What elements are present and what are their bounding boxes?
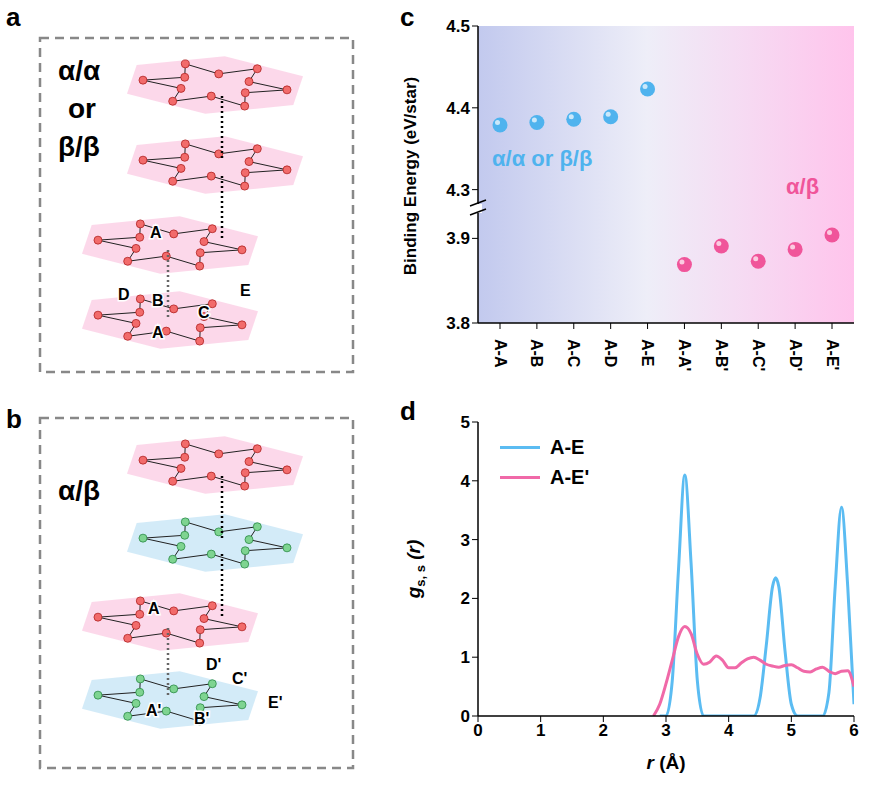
svg-text:A-C: A-C — [565, 339, 582, 368]
svg-text:2: 2 — [599, 721, 608, 740]
svg-text:C': C' — [232, 670, 247, 687]
svg-text:A-A: A-A — [492, 339, 509, 368]
svg-text:D': D' — [206, 656, 221, 673]
svg-text:4: 4 — [724, 721, 734, 740]
html-text:r (Å): r (Å) — [646, 752, 686, 773]
svg-text:A': A' — [146, 702, 161, 719]
svg-text:4: 4 — [461, 472, 471, 491]
html-text:A-E: A-E — [550, 435, 585, 458]
html-text:d: d — [400, 396, 416, 426]
svg-text:A-D: A-D — [602, 339, 619, 367]
svg-text:4.4: 4.4 — [446, 99, 470, 118]
svg-text:Binding Energy (eV/star): Binding Energy (eV/star) — [401, 77, 420, 275]
svg-text:or: or — [68, 93, 96, 124]
svg-text:5: 5 — [461, 413, 470, 432]
svg-text:A: A — [152, 324, 164, 341]
html-text:A-E': A-E' — [550, 465, 590, 488]
svg-text:3: 3 — [461, 531, 470, 550]
svg-text:6: 6 — [849, 721, 858, 740]
html-text:c: c — [400, 2, 415, 32]
svg-text:A-A': A-A' — [676, 339, 693, 371]
svg-text:E': E' — [268, 694, 282, 711]
svg-text:4.3: 4.3 — [446, 181, 470, 200]
svg-text:B': B' — [194, 710, 209, 727]
svg-text:A: A — [148, 600, 160, 617]
html-text:α/β: α/β — [786, 174, 820, 199]
svg-text:A-E: A-E — [639, 339, 656, 367]
svg-text:4.5: 4.5 — [446, 17, 470, 36]
svg-text:1: 1 — [461, 648, 470, 667]
svg-text:A-B': A-B' — [713, 339, 730, 371]
svg-text:β/β: β/β — [58, 131, 100, 162]
svg-text:3.8: 3.8 — [446, 314, 470, 333]
svg-text:E: E — [240, 282, 251, 299]
svg-text:B: B — [152, 292, 164, 309]
svg-text:gs, s (r): gs, s (r) — [403, 540, 428, 600]
svg-text:3.9: 3.9 — [446, 229, 470, 248]
svg-text:α/α: α/α — [58, 55, 100, 86]
html-text:α/α or β/β: α/α or β/β — [492, 146, 593, 171]
svg-text:3: 3 — [661, 721, 670, 740]
svg-text:1: 1 — [536, 721, 545, 740]
svg-text:A-D': A-D' — [787, 339, 804, 371]
svg-text:A-C': A-C' — [750, 339, 767, 371]
svg-text:D: D — [118, 286, 130, 303]
svg-text:0: 0 — [473, 721, 482, 740]
svg-text:A-B: A-B — [528, 339, 545, 367]
svg-text:a: a — [6, 2, 21, 32]
svg-text:5: 5 — [787, 721, 796, 740]
svg-text:b: b — [6, 404, 22, 434]
svg-text:2: 2 — [461, 589, 470, 608]
svg-text:A: A — [150, 224, 162, 241]
svg-text:0: 0 — [461, 707, 470, 726]
svg-text:C: C — [198, 304, 210, 321]
svg-text:A-E': A-E' — [824, 339, 841, 370]
svg-text:α/β: α/β — [58, 475, 100, 506]
